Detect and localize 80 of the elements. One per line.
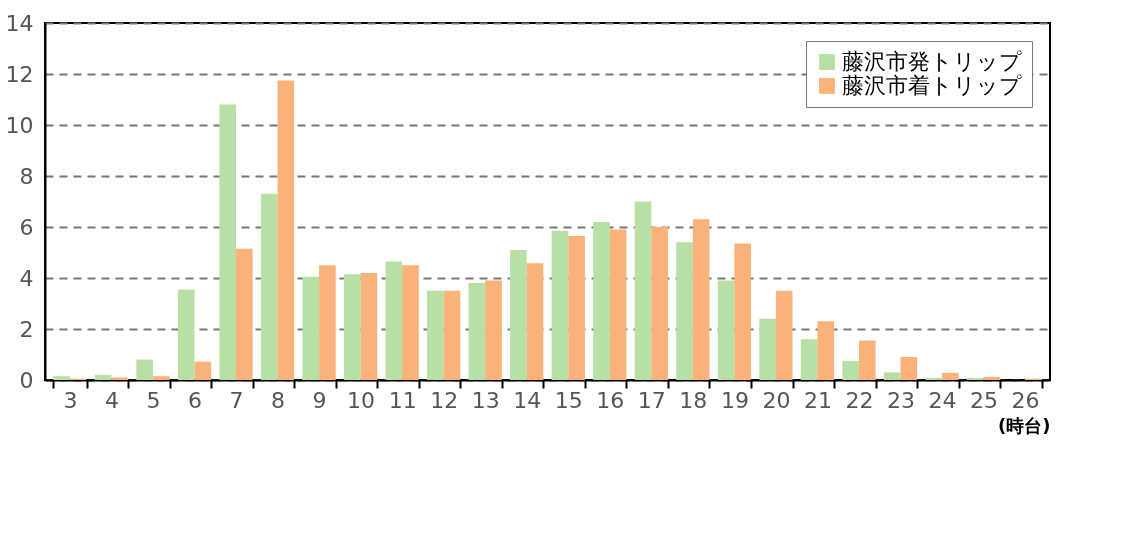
bar (775, 290, 793, 380)
x-tick-label: 23 (887, 387, 915, 413)
bar (427, 290, 444, 380)
x-tick-label: 15 (554, 387, 583, 413)
bar (983, 376, 1001, 380)
bar (443, 290, 461, 380)
x-tick-label: 24 (928, 387, 957, 413)
x-tick-label: 4 (104, 387, 119, 413)
x-tick-label: 20 (762, 387, 791, 413)
x-tick-label: 12 (430, 387, 459, 413)
bar (800, 339, 818, 380)
bar (609, 229, 627, 380)
x-tick-label: 19 (720, 387, 749, 413)
bar (692, 219, 710, 380)
bar (734, 243, 751, 380)
x-tick-label: 22 (845, 387, 874, 413)
bar (194, 361, 212, 380)
bar (360, 272, 378, 380)
bar (966, 377, 984, 380)
bar (817, 321, 835, 380)
x-tick-label: 11 (388, 387, 417, 413)
x-tick-label: 3 (63, 387, 78, 413)
y-tick-label: 4 (19, 265, 34, 291)
x-tick-label: 6 (188, 387, 202, 413)
bar (177, 289, 195, 380)
y-tick-label: 2 (19, 316, 34, 342)
y-tick-label: 14 (5, 10, 34, 36)
bar (111, 377, 129, 380)
x-tick-label: 13 (471, 387, 500, 413)
bar (277, 80, 295, 380)
y-tick-label: 12 (5, 61, 34, 87)
x-tick-label: 16 (596, 387, 625, 413)
y-tick-label: 10 (5, 112, 34, 138)
bar (634, 201, 652, 380)
y-tick-label: 8 (19, 163, 34, 189)
y-tick-label: 0 (19, 367, 34, 393)
bar (842, 360, 859, 380)
bar (510, 249, 527, 380)
bar (551, 230, 569, 380)
bar (568, 235, 585, 380)
bar (925, 377, 943, 380)
x-tick-label: 10 (347, 387, 376, 413)
x-tick-label: 8 (271, 387, 286, 413)
bar (219, 104, 237, 380)
bar (717, 280, 735, 380)
legend-label: 藤沢市発トリップ (842, 49, 1022, 74)
bar (759, 318, 776, 380)
x-axis-title: (時台) (998, 414, 1051, 436)
bar (136, 359, 153, 380)
bar (883, 372, 901, 380)
legend-label: 藤沢市着トリップ (842, 73, 1022, 98)
bar (900, 357, 918, 380)
x-tick-label: 18 (679, 387, 708, 413)
bar (942, 372, 959, 380)
x-tick-label: 25 (970, 387, 999, 413)
bar (593, 221, 610, 380)
bar (94, 374, 112, 380)
x-tick-label: 17 (637, 387, 666, 413)
bar (676, 242, 693, 380)
bar (402, 265, 419, 380)
bar (319, 265, 336, 380)
y-tick-label: 6 (19, 214, 34, 240)
bar (302, 276, 320, 380)
bar (468, 283, 486, 380)
bar (385, 261, 403, 380)
bar (651, 227, 668, 380)
x-tick-label: 5 (146, 387, 161, 413)
bar (53, 376, 70, 380)
bar (260, 193, 278, 380)
bar (858, 340, 876, 380)
x-tick-label: 9 (312, 387, 327, 413)
x-tick-label: 7 (229, 387, 244, 413)
bar (526, 263, 544, 380)
x-tick-label: 26 (1011, 387, 1040, 413)
bar (152, 376, 170, 380)
bar (236, 248, 253, 380)
bar (485, 280, 502, 380)
x-tick-label: 21 (803, 387, 832, 413)
x-tick-label: 14 (513, 387, 542, 413)
bar (344, 274, 361, 380)
